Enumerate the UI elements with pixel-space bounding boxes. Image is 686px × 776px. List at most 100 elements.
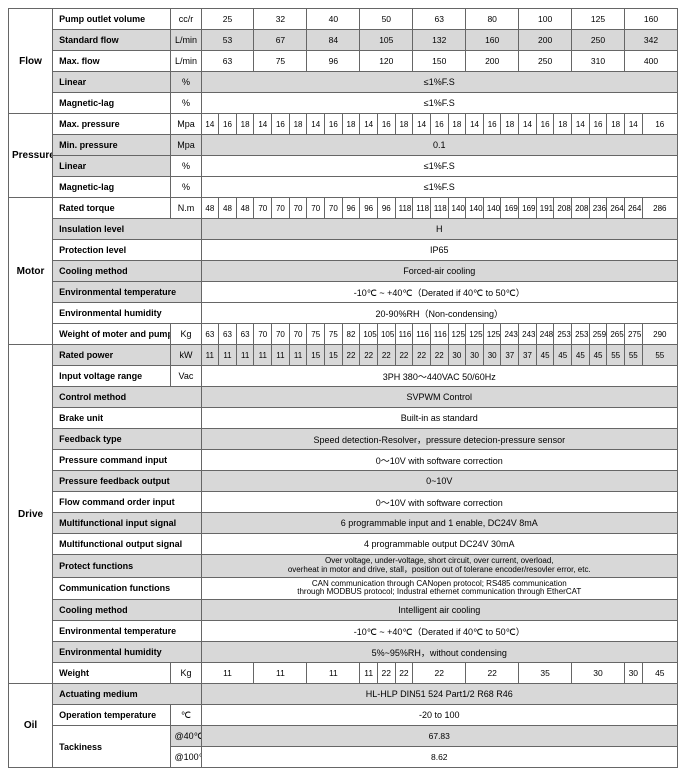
value: 70 [272,198,290,219]
value: 22 [413,663,466,684]
value: 22 [413,345,431,366]
value: 15 [325,345,343,366]
value: 14 [413,114,431,135]
value: ≤1%F.S [201,93,677,114]
value: 16 [377,114,395,135]
value: 50 [360,9,413,30]
value: 125 [572,9,625,30]
value: 191 [536,198,554,219]
value: 3PH 380～440VAC 50/60Hz [201,366,677,387]
value: 14 [201,114,219,135]
value: Built-in as standard [201,408,677,429]
value: 342 [624,30,677,51]
param-name: Max. pressure [53,114,171,135]
value: 30 [483,345,501,366]
value: 243 [501,324,519,345]
value: 11 [219,345,237,366]
value: 11 [272,345,290,366]
value: 37 [501,345,519,366]
value: 0~10V [201,471,677,492]
value: 208 [572,198,590,219]
value: 22 [360,345,378,366]
value: 105 [360,30,413,51]
value: 14 [360,114,378,135]
param-name: Rated torque [53,198,171,219]
value: 80 [466,9,519,30]
value: 16 [589,114,607,135]
section-label: Motor [9,198,53,345]
value: -20 to 100 [201,705,677,726]
unit: % [171,93,201,114]
param-name: Environmental temperature [53,621,201,642]
value: 265 [607,324,625,345]
value: 63 [413,9,466,30]
value: 400 [624,51,677,72]
value: 22 [342,345,360,366]
param-name: Environmental humidity [53,642,201,663]
value: 22 [466,663,519,684]
value: 16 [642,114,677,135]
value: 18 [554,114,572,135]
param-name: Feedback type [53,429,201,450]
param-name: Brake unit [53,408,201,429]
param-name: Insulation level [53,219,201,240]
unit: Kg [171,663,201,684]
value: 16 [536,114,554,135]
spec-table: FlowPump outlet volumecc/r25324050638010… [8,8,678,768]
value: 11 [254,345,272,366]
value: 75 [307,324,325,345]
value: ≤1%F.S [201,177,677,198]
value: 75 [325,324,343,345]
value: 11 [254,663,307,684]
tackiness-100: @100℃ [171,747,201,768]
value: 15 [307,345,325,366]
value: 70 [272,324,290,345]
value: 248 [536,324,554,345]
value: 290 [642,324,677,345]
value: 84 [307,30,360,51]
section-label: Pressure [9,114,53,198]
value: 45 [642,663,677,684]
value: 32 [254,9,307,30]
value: 18 [342,114,360,135]
param-name: Min. pressure [53,135,171,156]
value: 286 [642,198,677,219]
param-name: Multifunctional input signal [53,513,201,534]
unit: Kg [171,324,201,345]
value: 48 [201,198,219,219]
value: 16 [219,114,237,135]
value: 55 [642,345,677,366]
value: 105 [377,324,395,345]
value: ≤1%F.S [201,72,677,93]
value: 140 [483,198,501,219]
value: 16 [483,114,501,135]
param-name: Rated power [53,345,171,366]
value: 200 [466,51,519,72]
value: 63 [201,51,254,72]
value: 118 [413,198,431,219]
value: 70 [289,324,307,345]
value: 8.62 [201,747,677,768]
value: 259 [589,324,607,345]
section-label: Flow [9,9,53,114]
param-name: Linear [53,156,171,177]
value: 48 [219,198,237,219]
value: 63 [201,324,219,345]
value: 116 [395,324,413,345]
value: 70 [307,198,325,219]
value: 169 [501,198,519,219]
unit: cc/r [171,9,201,30]
value: 11 [307,663,360,684]
value: 264 [607,198,625,219]
unit: Mpa [171,135,201,156]
value: 48 [236,198,254,219]
value: 105 [360,324,378,345]
value: 125 [466,324,484,345]
value: 70 [289,198,307,219]
param-name: Control method [53,387,201,408]
unit: % [171,156,201,177]
value: 25 [201,9,254,30]
value: 11 [201,345,219,366]
value: 140 [466,198,484,219]
value: 18 [448,114,466,135]
